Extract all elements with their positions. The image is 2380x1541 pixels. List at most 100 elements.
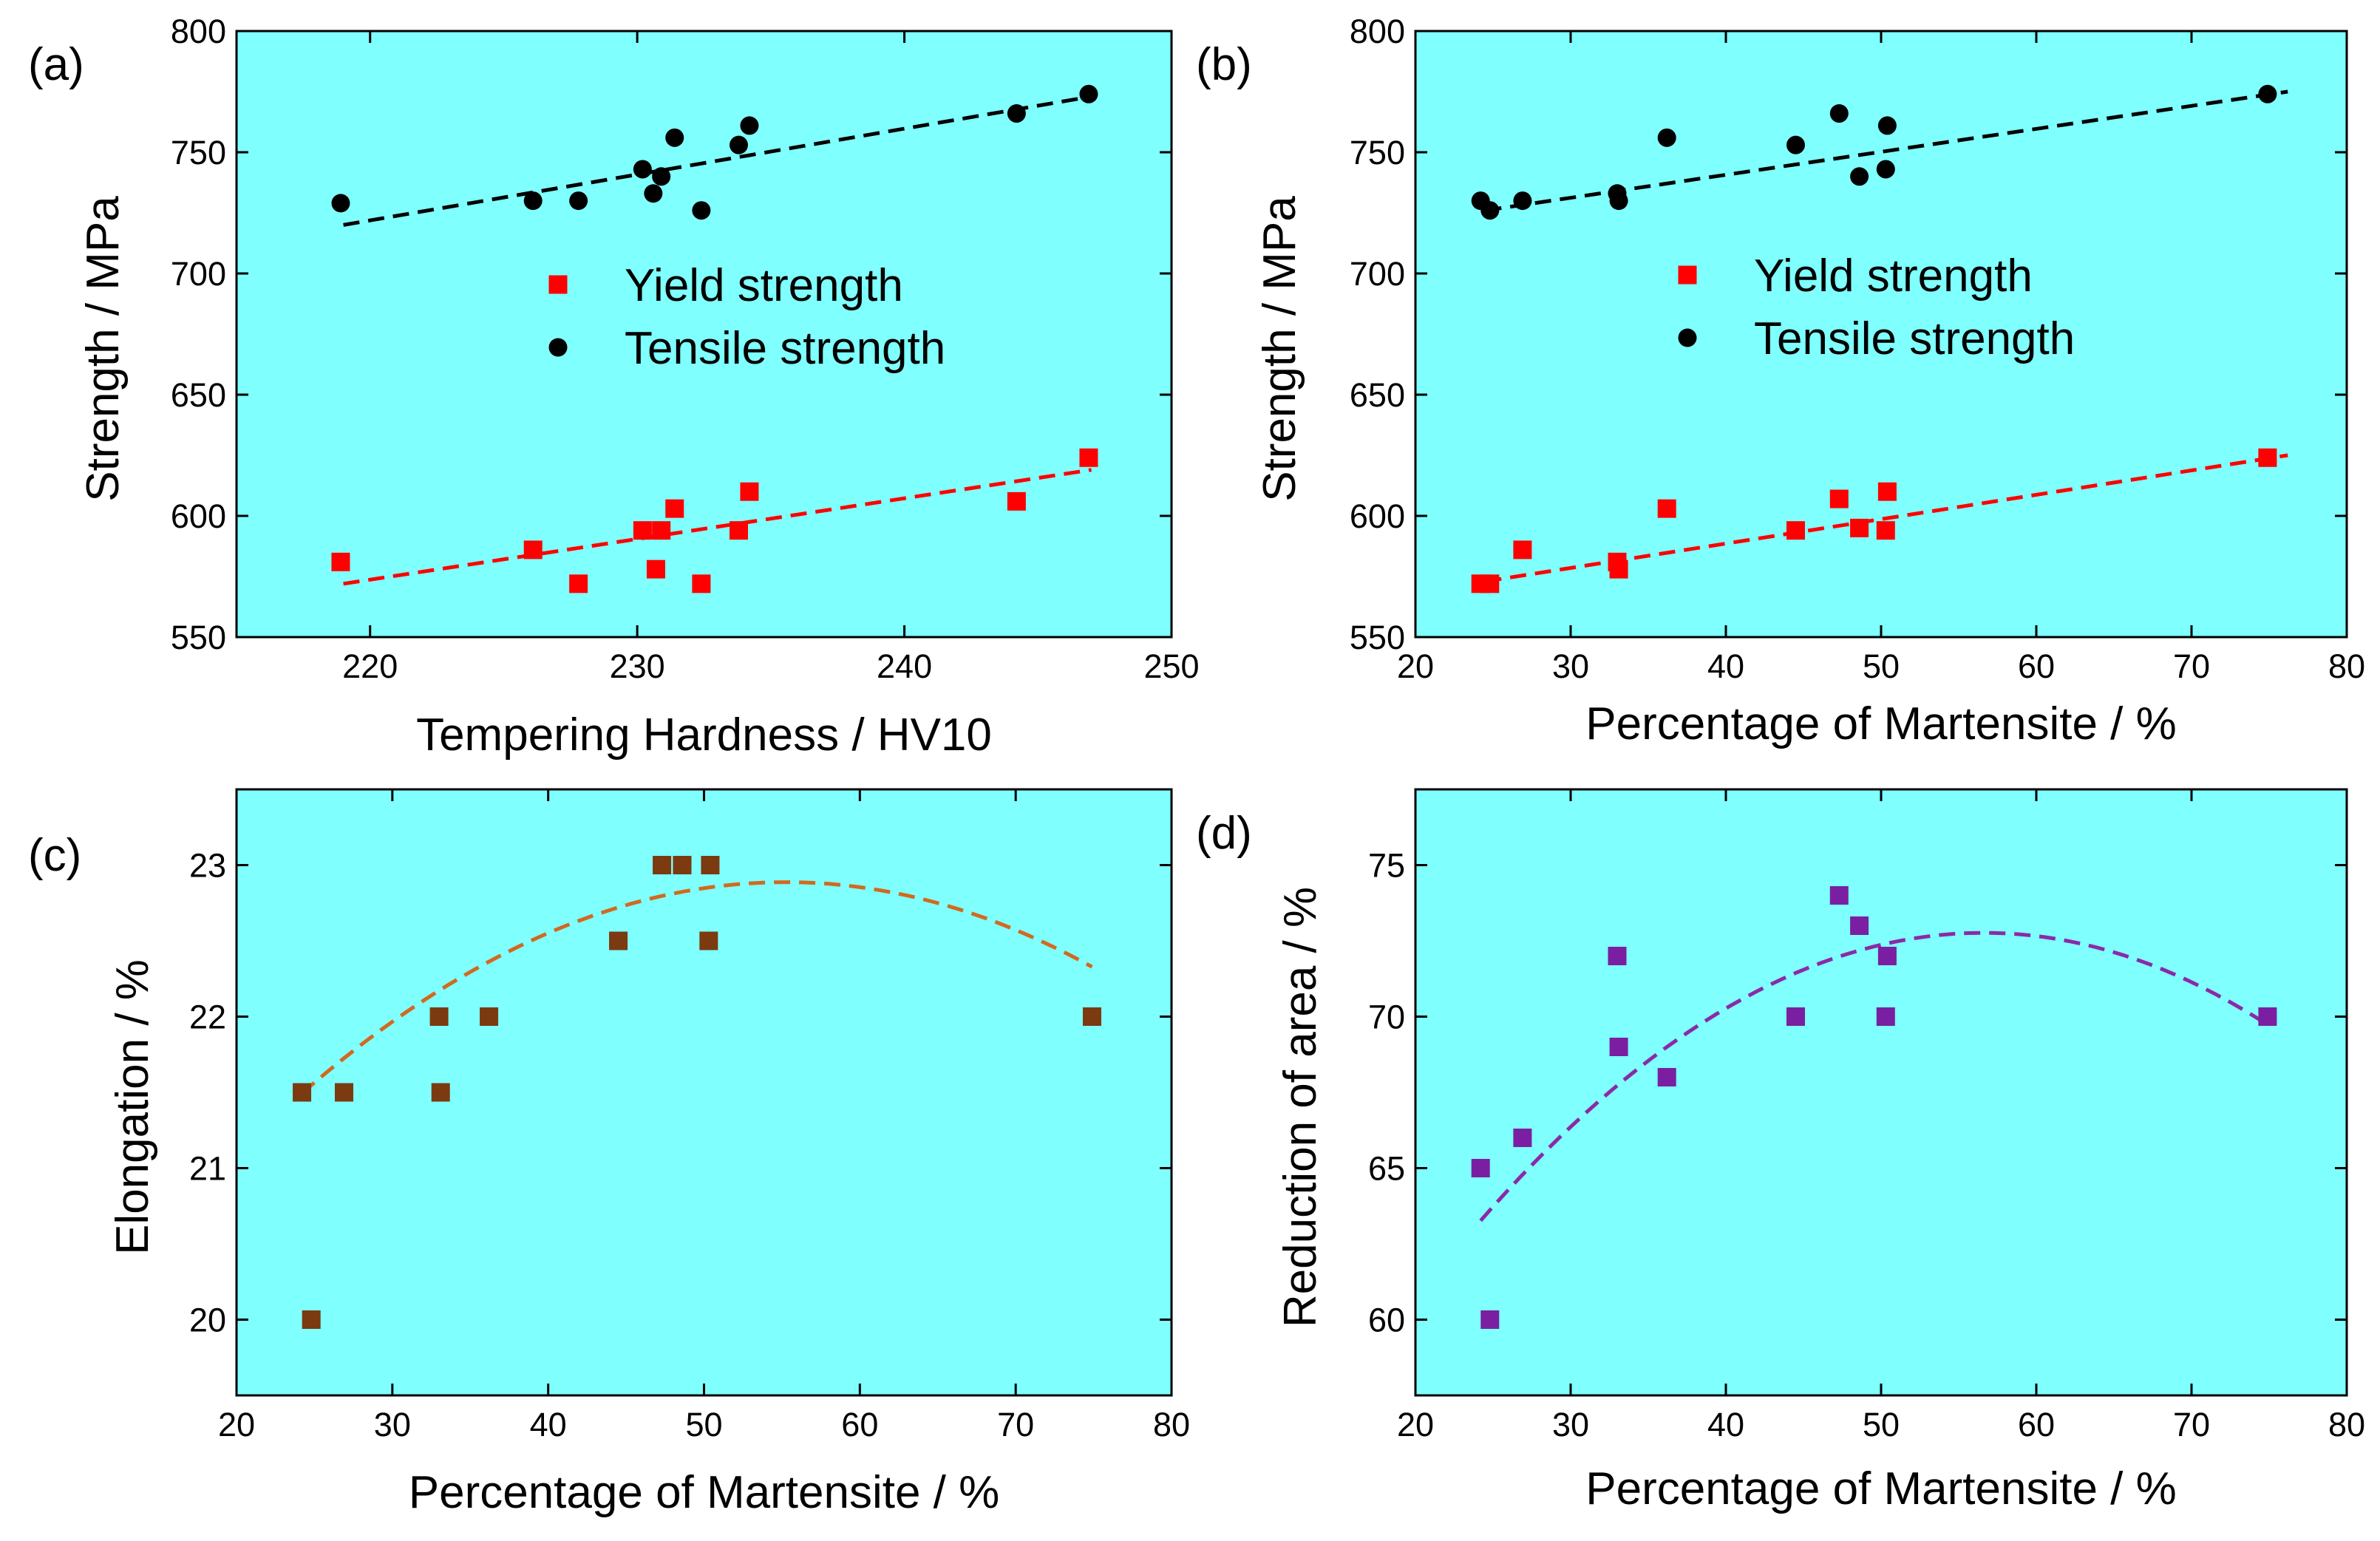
data-point — [293, 1083, 312, 1102]
y-axis-label: Elongation / % — [107, 959, 158, 1255]
data-point — [1829, 886, 1849, 905]
y-tick-label: 60 — [1368, 1302, 1405, 1339]
y-tick-label: 21 — [189, 1150, 226, 1188]
data-point — [1082, 1007, 1101, 1026]
fit-line — [1479, 931, 2269, 1222]
x-tick-label: 20 — [1397, 1406, 1434, 1443]
y-tick-label: 750 — [171, 134, 226, 171]
legend-label: Tensile strength — [625, 323, 945, 374]
data-point — [1079, 84, 1098, 103]
data-point — [1876, 521, 1895, 540]
plot-area — [235, 30, 1173, 639]
legend: Yield strength Tensile strength — [548, 260, 945, 374]
plot-area — [235, 788, 1173, 1397]
data-point — [1786, 1007, 1805, 1026]
x-tick-label: 70 — [2173, 1406, 2210, 1443]
legend-label: Yield strength — [625, 260, 903, 311]
data-point — [652, 521, 671, 540]
y-tick-label: 650 — [1350, 376, 1405, 414]
data-point — [1877, 482, 1897, 501]
data-point — [1876, 1007, 1895, 1026]
data-point — [609, 931, 628, 950]
data-point — [692, 201, 711, 220]
x-tick-label: 80 — [2328, 647, 2365, 685]
data-point — [653, 856, 672, 874]
plot-area — [1414, 788, 2348, 1397]
data-point — [302, 1310, 321, 1329]
legend-marker — [548, 338, 568, 357]
data-point — [1609, 1038, 1628, 1056]
y-tick-label: 800 — [171, 13, 226, 50]
y-axis-label: Strength / MPa — [78, 196, 129, 502]
x-tick-label: 20 — [1397, 647, 1434, 685]
x-tick-label: 50 — [685, 1406, 722, 1443]
data-point — [1007, 104, 1026, 123]
data-point — [1850, 916, 1869, 935]
x-tick-label: 80 — [1153, 1406, 1190, 1443]
data-point — [1829, 489, 1849, 508]
data-point — [429, 1007, 449, 1026]
data-point — [1513, 1129, 1532, 1147]
fit-line — [343, 95, 1092, 227]
data-point — [569, 191, 588, 211]
y-axis-label: Reduction of area / % — [1275, 887, 1326, 1327]
x-tick-label: 40 — [530, 1406, 567, 1443]
panel-c: 20 30 40 50 60 70 80 20 21 22 23 Percentage of Mart… — [28, 788, 1190, 1518]
data-point — [1471, 1159, 1490, 1177]
y-tick-label: 550 — [1350, 619, 1405, 656]
panel-letter: (d) — [1196, 808, 1252, 859]
x-tick-label: 230 — [610, 647, 665, 685]
y-tick-label: 700 — [1350, 255, 1405, 293]
data-point — [1876, 160, 1895, 179]
data-point — [740, 482, 759, 501]
data-point — [633, 160, 652, 179]
data-point — [729, 135, 748, 154]
y-tick-label: 800 — [1350, 13, 1405, 50]
data-point — [1786, 521, 1805, 540]
x-tick-label: 240 — [877, 647, 932, 685]
data-point — [334, 1083, 353, 1102]
data-point — [652, 167, 671, 186]
data-point — [665, 128, 684, 147]
legend-marker — [548, 275, 568, 294]
y-tick-label: 600 — [171, 497, 226, 535]
y-tick-label: 20 — [189, 1302, 226, 1339]
data-point — [331, 552, 350, 571]
data-point — [523, 540, 543, 559]
data-point — [1079, 448, 1098, 467]
y-tick-label: 23 — [189, 847, 226, 885]
data-point — [480, 1007, 499, 1026]
data-point — [699, 931, 718, 950]
data-point — [665, 499, 684, 518]
panel-letter: (a) — [28, 39, 84, 90]
data-point — [644, 184, 663, 203]
data-point — [1609, 191, 1628, 211]
data-point — [1608, 947, 1627, 965]
y-tick-label: 700 — [171, 255, 226, 293]
x-tick-label: 70 — [997, 1406, 1034, 1443]
legend-label: Yield strength — [1754, 251, 2033, 302]
data-point — [633, 521, 652, 540]
data-point — [1480, 1310, 1500, 1329]
legend-marker — [1678, 265, 1697, 285]
data-point — [2258, 1007, 2277, 1026]
panel-b: 20 30 40 50 60 70 80 550 600 650 700 750 800 Percenta… — [1196, 13, 2365, 749]
data-point — [1657, 1068, 1676, 1086]
data-point — [701, 856, 720, 874]
panel-a: 220 230 240 250 550 600 650 700 750 800 Tempering … — [28, 13, 1200, 761]
x-axis-label: Percentage of Martensite / % — [1585, 698, 2177, 749]
legend-marker — [1678, 328, 1697, 347]
x-tick-label: 30 — [1552, 647, 1589, 685]
y-tick-label: 750 — [1350, 134, 1405, 171]
data-point — [1657, 499, 1676, 518]
x-tick-label: 220 — [342, 647, 398, 685]
y-tick-label: 650 — [171, 376, 226, 414]
y-tick-label: 550 — [171, 619, 226, 656]
x-tick-label: 30 — [374, 1406, 411, 1443]
data-point — [646, 559, 665, 579]
y-axis-label: Strength / MPa — [1254, 196, 1305, 502]
x-tick-label: 30 — [1552, 1406, 1589, 1443]
x-axis-label: Tempering Hardness / HV10 — [416, 710, 992, 761]
data-point — [1513, 191, 1532, 211]
